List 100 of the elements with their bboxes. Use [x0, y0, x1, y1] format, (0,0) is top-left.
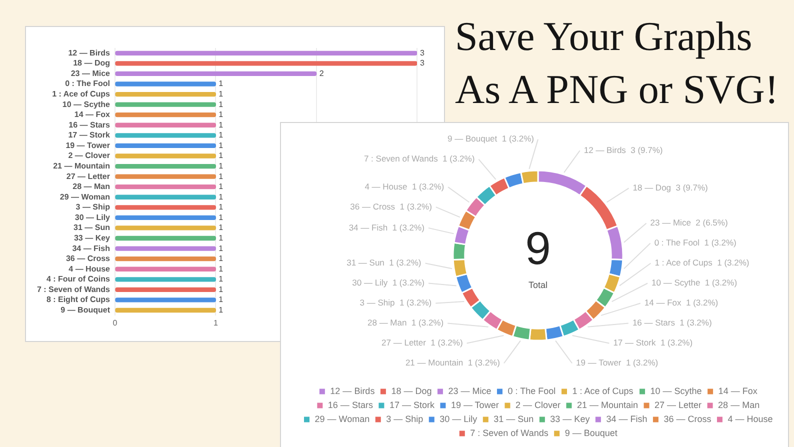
bar	[115, 266, 216, 272]
y-tick-label: 1 : Ace of Cups	[52, 89, 111, 98]
category-label: 17 — Stork 1 (3.2%)	[613, 338, 693, 348]
data-label: 1	[218, 172, 224, 181]
data-label: 1	[218, 223, 224, 232]
legend-label: 7 : Seven of Wands	[470, 428, 549, 438]
category-label: 31 — Sun 1 (3.2%)	[346, 258, 422, 268]
y-tick-label: 16 — Stars	[68, 120, 111, 130]
y-tick-label: 7 : Seven of Wands	[36, 284, 111, 294]
legend-label: 9 — Bouquet	[564, 428, 618, 438]
data-label: 1	[218, 151, 224, 160]
data-label: 1	[218, 120, 224, 130]
y-tick-label: 10 — Scythe	[62, 100, 111, 109]
y-tick-label: 33 — Key	[74, 233, 111, 242]
category-label: 10 — Scythe 1 (3.2%)	[652, 278, 738, 288]
data-label: 1	[218, 192, 224, 202]
category-label: 27 — Letter 1 (3.2%)	[382, 338, 463, 348]
y-tick-label: 30 — Lily	[74, 212, 111, 222]
bar	[115, 205, 216, 210]
bar	[115, 164, 216, 169]
y-tick-label: 28 — Man	[72, 182, 110, 192]
y-tick-label: 18 — Dog	[73, 58, 110, 68]
category-label: 23 — Mice 2 (6.5%)	[650, 218, 728, 228]
y-tick-label: 19 — Tower	[66, 140, 110, 150]
text: 9	[525, 222, 551, 274]
category-label: 7 : Seven of Wands 1 (3.2%)	[364, 154, 475, 164]
bar	[115, 82, 216, 86]
data-label: 1	[218, 233, 224, 242]
bar	[115, 236, 216, 241]
legend-label: 28 — Man	[718, 400, 760, 410]
y-tick-label: 36 — Cross	[66, 254, 111, 264]
bar	[115, 256, 216, 262]
legend-label: 19 — Tower	[450, 400, 499, 410]
data-label: 1	[218, 295, 224, 304]
data-label: 1	[218, 264, 224, 274]
legend-label: 21 — Mountain	[576, 400, 638, 410]
data-label: 1	[218, 89, 224, 98]
legend-label: 23 — Mice	[448, 386, 492, 396]
bar	[115, 61, 417, 66]
y-tick-label: 27 — Letter	[66, 172, 110, 181]
data-label: 1	[218, 254, 224, 264]
data-label: 1	[218, 274, 224, 284]
legend-label: 17 — Stork	[389, 400, 435, 410]
category-label: 4 — House 1 (3.2%)	[364, 181, 444, 192]
legend-label: 1 : Ace of Cups	[572, 386, 634, 396]
category-label: 1 : Ace of Cups 1 (3.2%)	[654, 258, 750, 268]
data-label: 1	[218, 161, 224, 170]
legend-label: 3 — Ship	[386, 414, 424, 424]
category-label: 12 — Birds 3 (9.7%)	[584, 144, 663, 155]
legend-label: 16 — Stars	[328, 400, 374, 410]
bar	[115, 246, 216, 251]
bar	[115, 215, 216, 220]
category-label: 34 — Fish 1 (3.2%)	[348, 222, 424, 232]
category-label: 21 — Mountain 1 (3.2%)	[405, 358, 500, 368]
category-label: 18 — Dog 3 (9.7%)	[632, 182, 708, 193]
legend-label: 31 — Sun	[494, 414, 534, 424]
y-tick-label: 0 : The Fool	[65, 79, 110, 88]
legend-label: 34 — Fish	[606, 414, 648, 424]
legend-label: 33 — Key	[550, 414, 590, 424]
category-label: 0 : The Fool 1 (3.2%)	[654, 238, 736, 248]
legend-label: 4 — House	[728, 414, 773, 424]
category-label: 36 — Cross 1 (3.2%)	[350, 201, 432, 212]
bar	[115, 298, 216, 302]
y-tick-label: 8 : Eight of Cups	[46, 295, 111, 304]
data-label: 1	[218, 284, 224, 294]
text: Total	[528, 280, 548, 290]
bar	[115, 143, 216, 148]
data-label: 3	[420, 48, 425, 58]
category-label: 30 — Lily 1 (3.2%)	[352, 278, 424, 288]
data-label: 1	[218, 140, 224, 150]
data-label: 1	[218, 79, 224, 88]
y-tick-label: 23 — Mice	[70, 68, 111, 78]
y-tick-label: 9 — Bouquet	[60, 305, 110, 314]
category-label: 3 — Ship 1 (3.2%)	[360, 298, 432, 308]
bar	[115, 50, 417, 56]
text: Save Your Graphs As A PNG or SVG!	[455, 12, 780, 114]
y-tick-label: 12 — Birds	[68, 48, 111, 58]
bar	[115, 92, 216, 97]
legend-label: 18 — Dog	[391, 386, 432, 396]
data-label: 1	[218, 212, 224, 222]
data-label: 1	[218, 130, 224, 140]
legend-label: 0 : The Fool	[508, 386, 556, 396]
category-label: 9 — Bouquet 1 (3.2%)	[448, 134, 534, 144]
data-label: 1	[218, 182, 224, 192]
y-tick-label: 21 — Mountain	[53, 161, 110, 170]
bar	[115, 277, 216, 282]
y-tick-label: 2 — Clover	[68, 151, 110, 160]
y-tick-label: 4 : Four of Coins	[46, 274, 111, 284]
legend-label: 2 — Clover	[515, 400, 560, 410]
y-tick-label: 17 — Stork	[68, 130, 111, 140]
bar	[115, 174, 216, 179]
y-tick-label: 14 — Fox	[74, 110, 111, 120]
bar	[115, 184, 216, 190]
bar	[115, 308, 216, 313]
data-label: 1	[218, 110, 224, 120]
bar	[115, 112, 216, 118]
y-tick-label: 34 — Fish	[72, 244, 110, 253]
data-label: 1	[218, 202, 224, 212]
y-tick-label: 29 — Woman	[60, 192, 110, 202]
legend-label: 30 — Lily	[440, 414, 478, 424]
